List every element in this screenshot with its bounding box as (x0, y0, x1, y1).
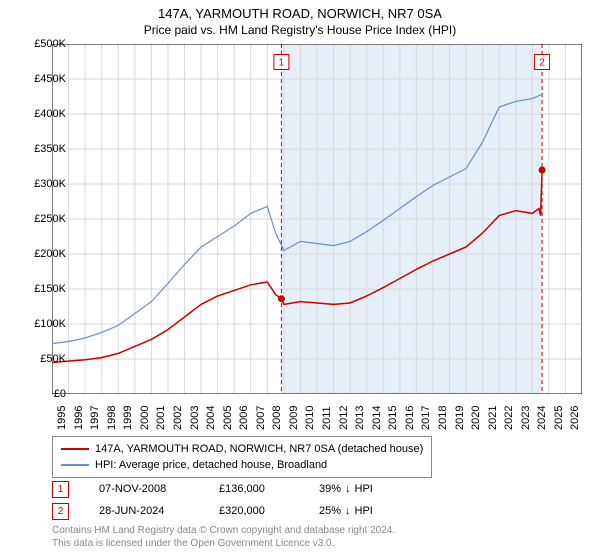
event-diff: 39% ↓ HPI (319, 483, 409, 495)
x-tick-label: 2009 (288, 406, 300, 430)
legend-swatch (61, 464, 89, 466)
event-table: 1 07-NOV-2008 £136,000 39% ↓ HPI 2 28-JU… (52, 478, 409, 522)
event-diff-label: HPI (355, 483, 373, 495)
event-row: 2 28-JUN-2024 £320,000 25% ↓ HPI (52, 500, 409, 522)
chart-subtitle: Price paid vs. HM Land Registry's House … (0, 21, 600, 37)
x-tick-label: 2012 (338, 406, 350, 430)
x-tick-label: 2014 (371, 406, 383, 430)
x-tick-label: 2008 (271, 406, 283, 430)
x-tick-label: 2000 (139, 406, 151, 430)
event-marker-id: 1 (58, 484, 64, 495)
chart-container: 147A, YARMOUTH ROAD, NORWICH, NR7 0SA Pr… (0, 0, 600, 560)
arrow-down-icon: ↓ (345, 483, 351, 495)
svg-text:1: 1 (279, 58, 285, 69)
footer-line: Contains HM Land Registry data © Crown c… (52, 524, 395, 537)
x-tick-label: 2016 (404, 406, 416, 430)
legend-item: 147A, YARMOUTH ROAD, NORWICH, NR7 0SA (d… (61, 441, 423, 457)
x-tick-label: 1995 (56, 406, 68, 430)
x-tick-label: 1997 (89, 406, 101, 430)
x-tick-label: 2015 (387, 406, 399, 430)
y-tick-label: £150K (34, 283, 66, 295)
event-diff-pct: 39% (319, 483, 341, 495)
y-tick-label: £500K (34, 38, 66, 50)
x-tick-label: 1996 (73, 406, 85, 430)
x-tick-label: 2010 (304, 406, 316, 430)
chart-title: 147A, YARMOUTH ROAD, NORWICH, NR7 0SA (0, 0, 600, 21)
legend-item: HPI: Average price, detached house, Broa… (61, 457, 423, 473)
x-tick-label: 2005 (222, 406, 234, 430)
svg-text:2: 2 (539, 58, 545, 69)
event-date: 07-NOV-2008 (99, 483, 189, 495)
x-tick-label: 2017 (420, 406, 432, 430)
chart-plot-area: 12 (52, 44, 582, 394)
y-tick-label: £100K (34, 318, 66, 330)
y-tick-label: £350K (34, 143, 66, 155)
y-tick-label: £250K (34, 213, 66, 225)
footer: Contains HM Land Registry data © Crown c… (52, 524, 395, 550)
x-tick-label: 2002 (172, 406, 184, 430)
event-marker-id: 2 (58, 506, 64, 517)
x-tick-label: 2018 (437, 406, 449, 430)
event-row: 1 07-NOV-2008 £136,000 39% ↓ HPI (52, 478, 409, 500)
event-marker-box: 1 (52, 481, 69, 498)
y-tick-label: £400K (34, 108, 66, 120)
event-diff-label: HPI (355, 505, 373, 517)
event-price: £320,000 (219, 505, 289, 517)
y-tick-label: £0 (54, 388, 66, 400)
y-tick-label: £450K (34, 73, 66, 85)
legend-swatch (61, 448, 89, 450)
x-tick-label: 2001 (155, 406, 167, 430)
x-tick-label: 2004 (205, 406, 217, 430)
legend-label: HPI: Average price, detached house, Broa… (95, 457, 327, 473)
x-tick-label: 2006 (238, 406, 250, 430)
event-marker-box: 2 (52, 503, 69, 520)
x-tick-label: 2021 (487, 406, 499, 430)
x-tick-label: 2023 (520, 406, 532, 430)
x-tick-label: 2003 (189, 406, 201, 430)
x-tick-label: 1999 (122, 406, 134, 430)
x-tick-label: 2025 (553, 406, 565, 430)
x-tick-label: 2007 (255, 406, 267, 430)
event-diff-pct: 25% (319, 505, 341, 517)
chart-svg: 12 (52, 44, 582, 394)
footer-line: This data is licensed under the Open Gov… (52, 537, 395, 550)
y-tick-label: £300K (34, 178, 66, 190)
arrow-down-icon: ↓ (345, 505, 351, 517)
x-tick-label: 1998 (106, 406, 118, 430)
event-price: £136,000 (219, 483, 289, 495)
event-date: 28-JUN-2024 (99, 505, 189, 517)
x-tick-label: 2026 (569, 406, 581, 430)
x-tick-label: 2013 (354, 406, 366, 430)
y-tick-label: £200K (34, 248, 66, 260)
x-tick-label: 2020 (470, 406, 482, 430)
x-tick-label: 2022 (503, 406, 515, 430)
legend-label: 147A, YARMOUTH ROAD, NORWICH, NR7 0SA (d… (95, 441, 423, 457)
event-diff: 25% ↓ HPI (319, 505, 409, 517)
x-tick-label: 2019 (454, 406, 466, 430)
x-tick-label: 2024 (536, 406, 548, 430)
x-tick-label: 2011 (321, 406, 333, 430)
legend: 147A, YARMOUTH ROAD, NORWICH, NR7 0SA (d… (52, 436, 432, 478)
y-tick-label: £50K (40, 353, 66, 365)
